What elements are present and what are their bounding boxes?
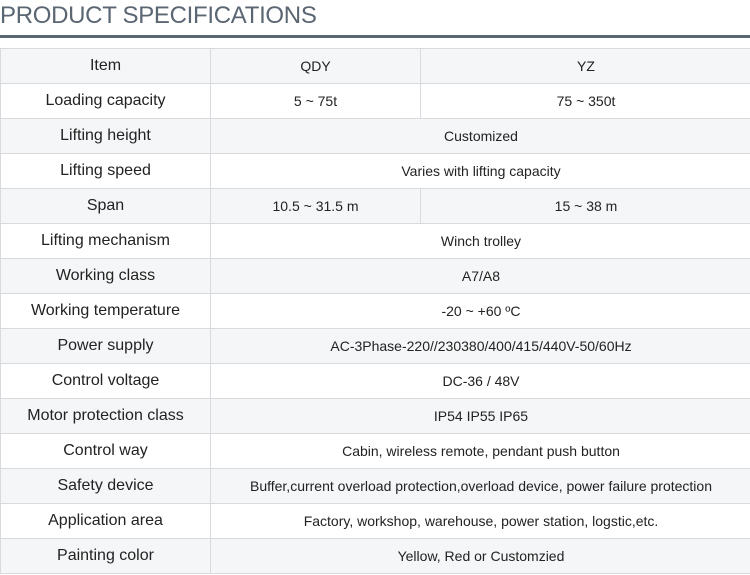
spec-value-yz: 15 ~ 38 m bbox=[420, 188, 750, 224]
table-row: Motor protection class IP54 IP55 IP65 bbox=[0, 398, 750, 434]
table-row: Loading capacity 5 ~ 75t 75 ~ 350t bbox=[0, 83, 750, 119]
spec-label: Span bbox=[0, 188, 211, 224]
spec-label: Application area bbox=[0, 503, 211, 539]
spec-value: Yellow, Red or Customzied bbox=[210, 538, 750, 574]
spec-label: Loading capacity bbox=[0, 83, 211, 119]
page-title: PRODUCT SPECIFICATIONS bbox=[0, 2, 317, 29]
spec-value: AC-3Phase-220//230380/400/415/440V-50/60… bbox=[210, 328, 750, 364]
spec-label: Working class bbox=[0, 258, 211, 294]
table-header-row: Item QDY YZ bbox=[0, 48, 750, 84]
table-row: Lifting mechanism Winch trolley bbox=[0, 223, 750, 259]
spec-value: Factory, workshop, warehouse, power stat… bbox=[210, 503, 750, 539]
header-yz: YZ bbox=[420, 48, 750, 84]
header-qdy: QDY bbox=[210, 48, 421, 84]
table-row: Safety device Buffer,current overload pro… bbox=[0, 468, 750, 504]
spec-value: Winch trolley bbox=[210, 223, 750, 259]
table-row: Span 10.5 ~ 31.5 m 15 ~ 38 m bbox=[0, 188, 750, 224]
spec-value: Buffer,current overload protection,overl… bbox=[210, 468, 750, 504]
spec-label: Painting color bbox=[0, 538, 211, 574]
spec-label: Lifting mechanism bbox=[0, 223, 211, 259]
header-item: Item bbox=[0, 48, 211, 84]
spec-value-qdy: 10.5 ~ 31.5 m bbox=[210, 188, 421, 224]
title-divider bbox=[0, 35, 750, 38]
table-row: Lifting height Customized bbox=[0, 118, 750, 154]
table-row: Lifting speed Varies with lifting capacit… bbox=[0, 153, 750, 189]
spec-label: Safety device bbox=[0, 468, 211, 504]
spec-value-yz: 75 ~ 350t bbox=[420, 83, 750, 119]
table-row: Power supply AC-3Phase-220//230380/400/41… bbox=[0, 328, 750, 364]
spec-value: Customized bbox=[210, 118, 750, 154]
spec-label: Control voltage bbox=[0, 363, 211, 399]
spec-value: IP54 IP55 IP65 bbox=[210, 398, 750, 434]
spec-value: -20 ~ +60 ºC bbox=[210, 293, 750, 329]
spec-label: Power supply bbox=[0, 328, 211, 364]
specifications-table: Item QDY YZ Loading capacity 5 ~ 75t 75 ~ … bbox=[0, 48, 750, 574]
spec-value: Cabin, wireless remote, pendant push but… bbox=[210, 433, 750, 469]
table-row: Control voltage DC-36 / 48V bbox=[0, 363, 750, 399]
table-row: Painting color Yellow, Red or Customzied bbox=[0, 538, 750, 574]
table-row: Working class A7/A8 bbox=[0, 258, 750, 294]
table-row: Control way Cabin, wireless remote, penda… bbox=[0, 433, 750, 469]
spec-value-qdy: 5 ~ 75t bbox=[210, 83, 421, 119]
table-row: Application area Factory, workshop, wareh… bbox=[0, 503, 750, 539]
table-row: Working temperature -20 ~ +60 ºC bbox=[0, 293, 750, 329]
spec-label: Control way bbox=[0, 433, 211, 469]
spec-label: Lifting height bbox=[0, 118, 211, 154]
spec-label: Working temperature bbox=[0, 293, 211, 329]
spec-label: Motor protection class bbox=[0, 398, 211, 434]
spec-value: DC-36 / 48V bbox=[210, 363, 750, 399]
spec-value: Varies with lifting capacity bbox=[210, 153, 750, 189]
spec-value: A7/A8 bbox=[210, 258, 750, 294]
spec-label: Lifting speed bbox=[0, 153, 211, 189]
